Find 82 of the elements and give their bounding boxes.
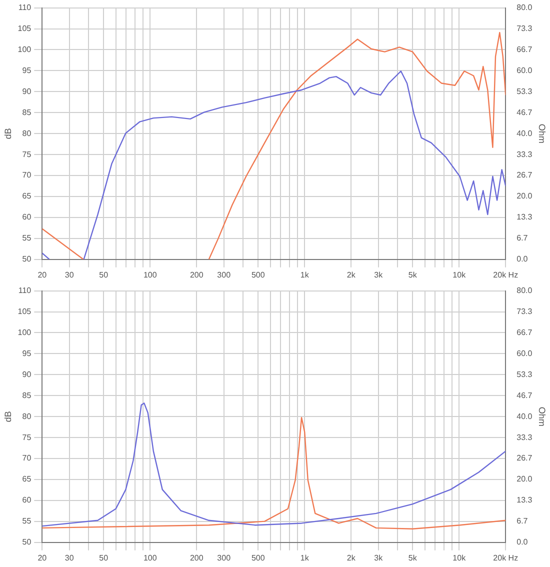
y2-tick-label: 60.0 [516, 348, 533, 358]
x-tick-label: 5k [408, 553, 418, 562]
x-tick-label: 500 [251, 553, 266, 562]
y2-tick-label: 53.3 [516, 86, 533, 96]
x-tick-label: 3k [374, 270, 384, 280]
y-tick-label: 70 [22, 170, 32, 180]
y-tick-label: 90 [22, 86, 32, 96]
y2-tick-label: 46.7 [516, 108, 533, 117]
y-tick-label: 55 [22, 234, 32, 243]
y2-tick-label: 6.7 [516, 516, 528, 526]
y-tick-label: 85 [22, 108, 32, 117]
x-tick-label: 50 [99, 270, 109, 280]
x-tick-label: 5k [408, 270, 418, 280]
y2-tick-label: 53.3 [516, 370, 533, 379]
y2-tick-label: 26.7 [516, 170, 533, 180]
y2-tick-label: 66.7 [516, 328, 533, 337]
x-tick-label: 100 [143, 270, 158, 280]
y-tick-label: 110 [18, 286, 32, 296]
y2-tick-label: 20.0 [516, 192, 533, 201]
y2-tick-label: 73.3 [516, 306, 533, 316]
y-tick-label: 60 [22, 496, 32, 505]
y-tick-label: 65 [22, 474, 32, 484]
y-axis-title: dB [2, 128, 13, 140]
y2-tick-label: 0.0 [516, 538, 528, 547]
x-tick-label: 100 [143, 553, 158, 562]
x-tick-label: 20k Hz [493, 270, 518, 280]
x-tick-label: 30 [64, 270, 74, 280]
y-tick-label: 60 [22, 212, 32, 222]
y2-tick-label: 40.0 [516, 128, 533, 138]
y-tick-label: 95 [22, 348, 32, 358]
x-tick-label: 500 [251, 270, 266, 280]
y2-tick-label: 13.3 [516, 496, 533, 505]
x-tick-label: 200 [190, 270, 204, 280]
y2-tick-label: 13.3 [516, 212, 533, 222]
y2-tick-label: 40.0 [516, 412, 533, 421]
x-tick-label: 20 [38, 553, 48, 562]
x-tick-label: 2k [346, 553, 356, 562]
x-tick-label: 200 [190, 553, 204, 562]
x-tick-label: 3k [374, 553, 384, 562]
x-tick-label: 300 [217, 553, 232, 562]
y2-tick-label: 80.0 [516, 286, 533, 296]
y-tick-label: 100 [18, 328, 32, 337]
y2-tick-label: 20.0 [516, 474, 533, 484]
x-tick-label: 300 [217, 270, 232, 280]
y-tick-label: 75 [22, 150, 32, 159]
y-tick-label: 70 [22, 454, 32, 463]
y2-tick-label: 73.3 [516, 24, 533, 33]
x-tick-label: 10k [452, 270, 467, 280]
y-tick-label: 110 [18, 3, 32, 12]
y2-tick-label: 80.0 [516, 3, 533, 12]
y-tick-label: 105 [18, 24, 32, 33]
y2-axis-title: Ohm [537, 406, 548, 426]
y-tick-label: 50 [22, 538, 32, 547]
y2-axis-title: Ohm [537, 124, 548, 144]
y2-tick-label: 33.3 [516, 432, 533, 442]
y-tick-label: 100 [18, 44, 32, 54]
x-tick-label: 2k [346, 270, 356, 280]
y2-tick-label: 60.0 [516, 66, 533, 75]
y2-tick-label: 33.3 [516, 150, 533, 159]
y-tick-label: 75 [22, 432, 32, 442]
y-axis-title: dB [2, 411, 13, 422]
y-tick-label: 85 [22, 390, 32, 400]
x-tick-label: 1k [300, 553, 310, 562]
x-tick-label: 50 [99, 553, 109, 562]
y-tick-label: 65 [22, 192, 32, 201]
y-tick-label: 95 [22, 66, 32, 75]
y-tick-label: 55 [22, 516, 32, 526]
y2-tick-label: 46.7 [516, 390, 533, 400]
y2-tick-label: 26.7 [516, 454, 533, 463]
x-tick-label: 20 [38, 270, 48, 280]
y2-tick-label: 6.7 [516, 234, 528, 243]
y-tick-label: 80 [22, 128, 32, 138]
x-tick-label: 20k Hz [493, 553, 518, 562]
y2-tick-label: 66.7 [516, 44, 533, 54]
y-tick-label: 105 [18, 306, 32, 316]
x-tick-label: 1k [300, 270, 310, 280]
y2-tick-label: 0.0 [516, 254, 528, 264]
x-tick-label: 10k [452, 553, 467, 562]
x-tick-label: 30 [64, 553, 74, 562]
y-tick-label: 50 [22, 254, 32, 264]
y-tick-label: 90 [22, 370, 32, 379]
y-tick-label: 80 [22, 412, 32, 421]
